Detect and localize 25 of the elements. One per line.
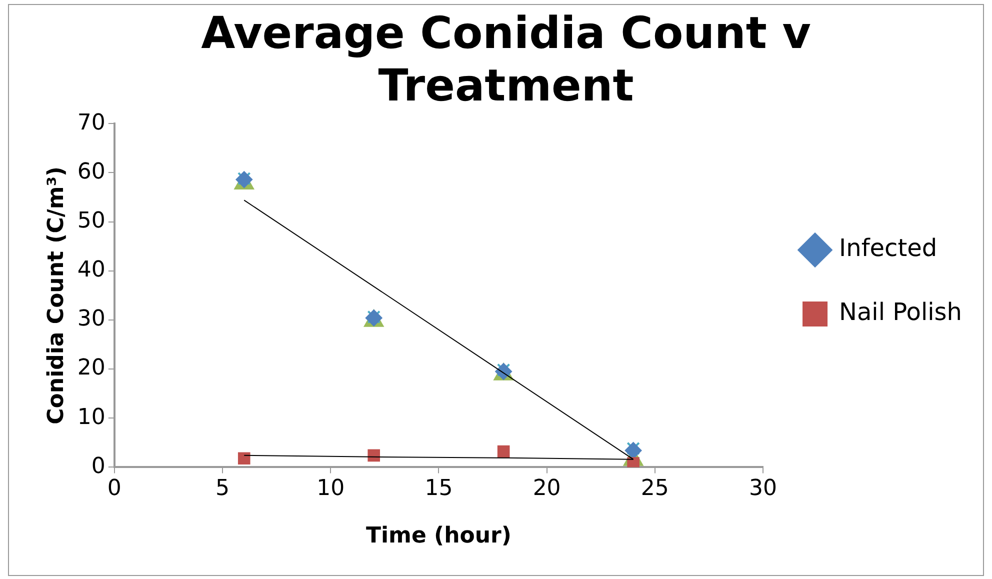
- x-tick-label: 15: [424, 476, 453, 502]
- y-axis-title: Conidia Count (C/m³): [44, 166, 69, 424]
- point: [627, 457, 640, 468]
- y-tick-label: 10: [77, 404, 106, 430]
- y-tick-label: 30: [77, 306, 106, 332]
- y-tick-label: 20: [77, 356, 106, 381]
- chart-title: Average Conidia Count v Treatment: [201, 8, 812, 112]
- x-tick-label: 25: [640, 476, 669, 502]
- point: [497, 445, 510, 458]
- y-tick-label: 50: [77, 208, 106, 234]
- legend-label: Infected: [839, 234, 938, 262]
- point: [238, 452, 250, 465]
- x-tick-label: 5: [216, 476, 230, 502]
- y-tick-label: 70: [77, 110, 106, 136]
- y-tick-label: 0: [91, 454, 106, 479]
- point: [624, 442, 642, 460]
- y-tick-label: 60: [77, 159, 106, 184]
- x-tick-label: 0: [107, 476, 122, 502]
- legend-label: Nail Polish: [839, 298, 962, 326]
- x-tick-label: 30: [749, 476, 778, 502]
- point: [368, 449, 380, 462]
- y-tick-label: 40: [77, 258, 106, 283]
- x-tick-label: 10: [316, 476, 345, 502]
- x-tick-label: 20: [532, 476, 561, 502]
- x-axis-title: Time (hour): [366, 524, 512, 549]
